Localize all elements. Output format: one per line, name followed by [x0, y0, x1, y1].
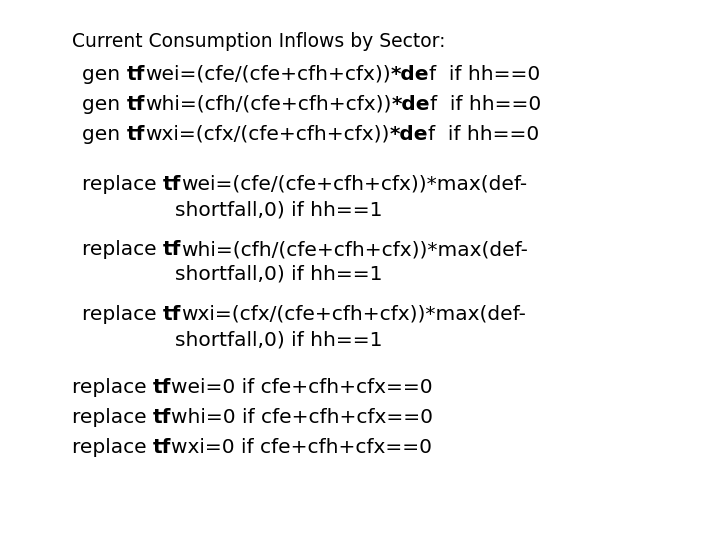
Text: *de: *de	[391, 95, 430, 114]
Text: wxi=(cfx/(cfe+cfh+cfx))*max(def-: wxi=(cfx/(cfe+cfh+cfx))*max(def-	[181, 305, 526, 324]
Text: f  if hh==0: f if hh==0	[428, 125, 539, 144]
Text: shortfall,0) if hh==1: shortfall,0) if hh==1	[175, 330, 382, 349]
Text: f  if hh==0: f if hh==0	[429, 65, 540, 84]
Text: whi=(cfh/(cfe+cfh+cfx)): whi=(cfh/(cfe+cfh+cfx))	[145, 95, 391, 114]
Text: tf: tf	[153, 378, 171, 397]
Text: shortfall,0) if hh==1: shortfall,0) if hh==1	[175, 265, 382, 284]
Text: gen: gen	[82, 65, 127, 84]
Text: shortfall,0) if hh==1: shortfall,0) if hh==1	[175, 200, 382, 219]
Text: tf: tf	[153, 408, 171, 427]
Text: whi=0 if cfe+cfh+cfx==0: whi=0 if cfe+cfh+cfx==0	[171, 408, 433, 427]
Text: *de: *de	[390, 65, 429, 84]
Text: tf: tf	[153, 438, 171, 457]
Text: wei=(cfe/(cfe+cfh+cfx))*max(def-: wei=(cfe/(cfe+cfh+cfx))*max(def-	[181, 175, 528, 194]
Text: gen: gen	[82, 95, 127, 114]
Text: wxi=(cfx/(cfe+cfh+cfx)): wxi=(cfx/(cfe+cfh+cfx))	[145, 125, 390, 144]
Text: wei=(cfe/(cfe+cfh+cfx)): wei=(cfe/(cfe+cfh+cfx))	[145, 65, 390, 84]
Text: f  if hh==0: f if hh==0	[430, 95, 541, 114]
Text: replace: replace	[82, 305, 163, 324]
Text: tf: tf	[163, 240, 181, 259]
Text: tf: tf	[163, 305, 181, 324]
Text: replace: replace	[82, 240, 163, 259]
Text: replace: replace	[72, 378, 153, 397]
Text: *de: *de	[390, 125, 428, 144]
Text: replace: replace	[72, 438, 153, 457]
Text: wei=0 if cfe+cfh+cfx==0: wei=0 if cfe+cfh+cfx==0	[171, 378, 433, 397]
Text: replace: replace	[72, 408, 153, 427]
Text: tf: tf	[127, 125, 145, 144]
Text: Current Consumption Inflows by Sector:: Current Consumption Inflows by Sector:	[72, 32, 446, 51]
Text: tf: tf	[127, 65, 145, 84]
Text: wxi=0 if cfe+cfh+cfx==0: wxi=0 if cfe+cfh+cfx==0	[171, 438, 433, 457]
Text: whi=(cfh/(cfe+cfh+cfx))*max(def-: whi=(cfh/(cfe+cfh+cfx))*max(def-	[181, 240, 528, 259]
Text: gen: gen	[82, 125, 127, 144]
Text: tf: tf	[127, 95, 145, 114]
Text: replace: replace	[82, 175, 163, 194]
Text: tf: tf	[163, 175, 181, 194]
